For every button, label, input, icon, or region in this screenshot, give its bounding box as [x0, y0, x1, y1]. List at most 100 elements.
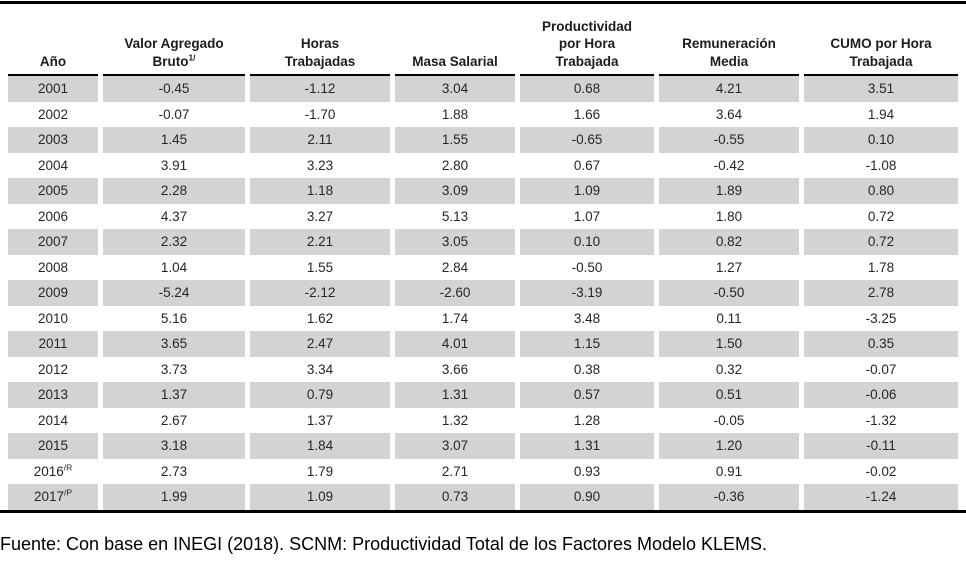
column-header-cumo-por-hora: CUMO por Hora Trabajada: [804, 4, 958, 76]
year-cell: 2014: [37, 412, 69, 428]
value-cell: 2.84: [441, 259, 469, 275]
value-cell: -5.24: [103, 280, 245, 306]
column-header-valor-agregado-bruto: Valor Agregado Bruto1/: [103, 4, 245, 76]
value-cell: 0.72: [804, 229, 958, 255]
value-cell: 0.73: [395, 484, 515, 510]
value-cell: 0.10: [804, 127, 958, 153]
value-cell: 1.80: [715, 208, 743, 224]
value-cell: 2.71: [441, 463, 469, 479]
value-cell: -0.50: [659, 280, 799, 306]
value-cell: -1.32: [865, 412, 897, 428]
year-cell: 2003: [8, 127, 98, 153]
value-cell: 1.88: [441, 106, 469, 122]
table-row: 2012 3.73 3.34 3.66 0.38 0.32 -0.07: [8, 357, 958, 383]
year-cell: 2012: [37, 361, 69, 377]
value-cell: 1.45: [103, 127, 245, 153]
value-cell: -1.70: [304, 106, 336, 122]
table-row: 2003 1.45 2.11 1.55 -0.65 -0.55 0.10: [8, 127, 958, 153]
value-cell: 0.38: [573, 361, 601, 377]
year-footnote-marker: /R: [63, 462, 73, 473]
klems-table-container: Año Valor Agregado Bruto1/ Horas Trabaja…: [0, 1, 966, 513]
value-cell: 2.78: [804, 280, 958, 306]
value-cell: -2.12: [250, 280, 390, 306]
year-cell: 2002: [37, 106, 69, 122]
year-cell: 2010: [37, 310, 69, 326]
value-cell: 3.66: [441, 361, 469, 377]
table-row: 2014 2.67 1.37 1.32 1.28 -0.05 -1.32: [8, 408, 958, 434]
value-cell: 2.67: [160, 412, 188, 428]
value-cell: -0.36: [659, 484, 799, 510]
value-cell: 0.90: [520, 484, 654, 510]
value-cell: -0.07: [158, 106, 190, 122]
table-row: 2006 4.37 3.27 5.13 1.07 1.80 0.72: [8, 204, 958, 230]
footnote-marker: 1/: [188, 52, 196, 63]
value-cell: 1.74: [441, 310, 469, 326]
value-cell: 5.16: [160, 310, 188, 326]
value-cell: -0.06: [804, 382, 958, 408]
value-cell: -0.45: [103, 76, 245, 102]
value-cell: 3.04: [395, 76, 515, 102]
value-cell: -1.12: [250, 76, 390, 102]
column-header-label: Valor Agregado Bruto: [124, 36, 224, 69]
value-cell: 1.84: [250, 433, 390, 459]
value-cell: 0.51: [659, 382, 799, 408]
value-cell: 3.64: [715, 106, 743, 122]
table-row: 2016/R 2.73 1.79 2.71 0.93 0.91 -0.02: [8, 459, 958, 485]
value-cell: 0.80: [804, 178, 958, 204]
table-body: 2001 -0.45 -1.12 3.04 0.68 4.21 3.51 2002 -0.07 -…: [8, 76, 958, 510]
column-header-remuneracion-media: Remuneración Media: [659, 4, 799, 76]
value-cell: -0.07: [865, 361, 897, 377]
value-cell: 0.11: [716, 310, 742, 326]
value-cell: 2.80: [441, 157, 469, 173]
value-cell: -3.25: [865, 310, 897, 326]
value-cell: 0.35: [804, 331, 958, 357]
value-cell: 3.34: [306, 361, 334, 377]
value-cell: 1.15: [520, 331, 654, 357]
value-cell: -0.42: [713, 157, 745, 173]
value-cell: 2.21: [250, 229, 390, 255]
year-cell: 2016/R: [33, 462, 73, 479]
value-cell: 3.27: [306, 208, 334, 224]
value-cell: 3.09: [395, 178, 515, 204]
value-cell: 1.31: [395, 382, 515, 408]
value-cell: -0.50: [571, 259, 603, 275]
value-cell: 0.79: [250, 382, 390, 408]
value-cell: 1.37: [306, 412, 334, 428]
value-cell: 3.73: [160, 361, 188, 377]
value-cell: 0.67: [573, 157, 601, 173]
value-cell: -0.05: [713, 412, 745, 428]
value-cell: 3.91: [160, 157, 188, 173]
table-row: 2011 3.65 2.47 4.01 1.15 1.50 0.35: [8, 331, 958, 357]
value-cell: 2.32: [103, 229, 245, 255]
value-cell: 1.31: [520, 433, 654, 459]
year-cell: 2005: [8, 178, 98, 204]
column-header-label: CUMO por Hora Trabajada: [830, 36, 932, 69]
value-cell: 1.04: [160, 259, 188, 275]
value-cell: 1.18: [250, 178, 390, 204]
value-cell: 3.51: [804, 76, 958, 102]
value-cell: 1.89: [659, 178, 799, 204]
value-cell: 1.09: [250, 484, 390, 510]
value-cell: -0.02: [865, 463, 897, 479]
table-row: 2002 -0.07 -1.70 1.88 1.66 3.64 1.94: [8, 102, 958, 128]
year-cell: 2011: [8, 331, 98, 357]
table-row: 2005 2.28 1.18 3.09 1.09 1.89 0.80: [8, 178, 958, 204]
value-cell: -0.65: [520, 127, 654, 153]
value-cell: 1.62: [306, 310, 334, 326]
value-cell: 2.47: [250, 331, 390, 357]
table-row: 2015 3.18 1.84 3.07 1.31 1.20 -0.11: [8, 433, 958, 459]
value-cell: 4.37: [160, 208, 188, 224]
column-header-masa-salarial: Masa Salarial: [395, 4, 515, 76]
year-cell: 2013: [8, 382, 98, 408]
header-row: Año Valor Agregado Bruto1/ Horas Trabaja…: [8, 4, 958, 76]
table-row: 2004 3.91 3.23 2.80 0.67 -0.42 -1.08: [8, 153, 958, 179]
column-header-productividad-por-hora: Productividad por Hora Trabajada: [520, 4, 654, 76]
value-cell: 3.65: [103, 331, 245, 357]
year-cell: 2007: [8, 229, 98, 255]
value-cell: 1.07: [573, 208, 601, 224]
value-cell: -2.60: [395, 280, 515, 306]
column-header-label: Remuneración Media: [682, 36, 776, 69]
value-cell: 2.28: [103, 178, 245, 204]
value-cell: 1.37: [103, 382, 245, 408]
column-header-horas-trabajadas: Horas Trabajadas: [250, 4, 390, 76]
